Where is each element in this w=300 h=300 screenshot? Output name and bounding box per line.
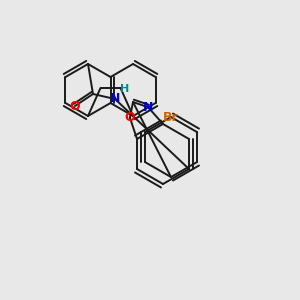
Text: O: O <box>124 111 135 124</box>
Text: N: N <box>110 92 120 106</box>
Text: Br: Br <box>163 111 179 124</box>
Text: N: N <box>143 101 153 114</box>
Text: H: H <box>120 84 130 94</box>
Text: O: O <box>70 100 80 112</box>
